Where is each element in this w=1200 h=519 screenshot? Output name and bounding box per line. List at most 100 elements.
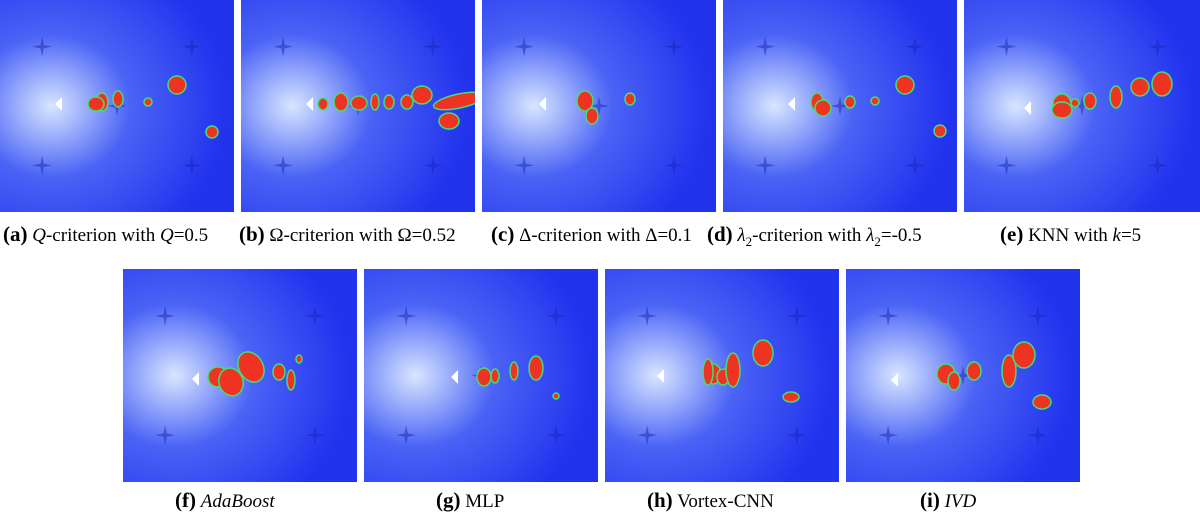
obstacle-marker bbox=[891, 373, 898, 387]
field-artifact bbox=[904, 155, 925, 176]
vortex-field-plot bbox=[482, 0, 716, 212]
obstacle-marker bbox=[55, 97, 62, 111]
field-artifact bbox=[663, 36, 684, 57]
vortex-region bbox=[552, 392, 560, 400]
caption-text: AdaBoost bbox=[201, 491, 275, 512]
caption-label: (b) bbox=[239, 222, 265, 246]
caption-text: Ω-criterion with Ω=0.52 bbox=[269, 225, 455, 246]
panel-e-image bbox=[964, 0, 1200, 212]
vortex-region bbox=[1051, 101, 1073, 119]
vortex-region bbox=[844, 95, 856, 109]
panel-i-image bbox=[846, 269, 1080, 482]
field-artifact bbox=[514, 36, 535, 57]
obstacle-marker bbox=[192, 372, 199, 386]
field-artifact bbox=[996, 155, 1017, 176]
caption-a: (a) Q-criterion with Q=0.5 bbox=[3, 222, 208, 247]
vortex-region bbox=[966, 361, 982, 381]
vortex-region bbox=[1070, 98, 1080, 108]
vortex-region bbox=[383, 94, 395, 110]
field-artifact bbox=[996, 36, 1017, 57]
caption-text: IVD bbox=[945, 491, 977, 512]
field-artifact bbox=[1072, 96, 1092, 116]
vortex-region bbox=[438, 112, 460, 130]
field-artifact bbox=[878, 305, 899, 326]
caption-part: Ω-criterion with Ω=0.52 bbox=[269, 225, 456, 246]
vortex-region bbox=[1109, 85, 1123, 109]
vortex-region bbox=[1001, 354, 1017, 388]
caption-text: KNN with k=5 bbox=[1028, 225, 1141, 246]
vortex-field-plot bbox=[123, 269, 357, 482]
vortex-region bbox=[317, 97, 329, 111]
caption-label: (d) bbox=[707, 222, 733, 246]
vortex-region bbox=[947, 371, 961, 391]
obstacle-marker bbox=[539, 97, 546, 111]
field-artifact bbox=[32, 36, 53, 57]
vortex-region bbox=[509, 361, 519, 381]
vortex-region bbox=[752, 339, 774, 367]
vortex-region bbox=[286, 369, 296, 391]
vortex-region bbox=[217, 367, 245, 397]
caption-part: 2 bbox=[874, 233, 881, 249]
vortex-field-plot bbox=[605, 269, 839, 482]
field-artifact bbox=[545, 425, 566, 446]
field-artifact bbox=[1027, 305, 1048, 326]
caption-f: (f) AdaBoost bbox=[175, 488, 275, 513]
vortex-region bbox=[782, 391, 800, 403]
field-artifact bbox=[155, 425, 176, 446]
field-artifact bbox=[422, 36, 443, 57]
vortex-region bbox=[1151, 71, 1173, 97]
vortex-region bbox=[1032, 394, 1052, 410]
caption-text: Q-criterion with Q=0.5 bbox=[32, 225, 208, 246]
field-artifact bbox=[637, 425, 658, 446]
field-artifact bbox=[545, 305, 566, 326]
vortex-field-plot bbox=[241, 0, 475, 212]
field-artifact bbox=[1147, 155, 1168, 176]
caption-text: Vortex-CNN bbox=[677, 491, 774, 512]
field-artifact bbox=[181, 36, 202, 57]
vortex-region bbox=[1083, 92, 1097, 110]
caption-part: =0.5 bbox=[173, 225, 209, 246]
vortex-region bbox=[432, 91, 475, 111]
field-artifact bbox=[32, 155, 53, 176]
field-artifact bbox=[755, 36, 776, 57]
vortex-region bbox=[702, 358, 714, 386]
vortex-region bbox=[167, 75, 187, 95]
vortex-region bbox=[895, 75, 915, 95]
vortex-region bbox=[411, 85, 433, 105]
field-artifact bbox=[1027, 425, 1048, 446]
obstacle-marker bbox=[788, 97, 795, 111]
caption-part: -criterion with bbox=[752, 225, 867, 246]
caption-text: λ2-criterion with λ2=-0.5 bbox=[737, 225, 922, 249]
field-artifact bbox=[637, 305, 658, 326]
obstacle-marker bbox=[451, 370, 458, 384]
field-artifact bbox=[304, 425, 325, 446]
panel-a-image bbox=[0, 0, 234, 212]
field-artifact bbox=[755, 155, 776, 176]
caption-part: =-0.5 bbox=[880, 225, 922, 246]
field-artifact bbox=[514, 155, 535, 176]
field-artifact bbox=[304, 305, 325, 326]
obstacle-marker bbox=[1024, 101, 1031, 115]
vortex-region bbox=[143, 97, 153, 107]
vortex-region bbox=[476, 367, 492, 387]
caption-part: λ bbox=[737, 225, 746, 246]
vortex-region bbox=[1012, 341, 1036, 369]
vortex-region bbox=[624, 92, 636, 106]
vortex-region bbox=[333, 92, 349, 112]
vortex-field-plot bbox=[0, 0, 234, 212]
vortex-region bbox=[272, 363, 286, 381]
field-artifact bbox=[273, 36, 294, 57]
vortex-region bbox=[295, 354, 303, 364]
vortex-region bbox=[933, 124, 947, 138]
field-artifact bbox=[396, 425, 417, 446]
caption-label: (f) bbox=[175, 488, 196, 512]
caption-part: MLP bbox=[465, 491, 505, 512]
obstacle-marker bbox=[657, 369, 664, 383]
field-artifact bbox=[830, 96, 850, 116]
vortex-region bbox=[576, 90, 594, 112]
caption-part: AdaBoost bbox=[200, 491, 275, 512]
field-artifact bbox=[786, 305, 807, 326]
vortex-field-plot bbox=[364, 269, 598, 482]
caption-part: =5 bbox=[1120, 225, 1142, 246]
field-artifact bbox=[878, 425, 899, 446]
